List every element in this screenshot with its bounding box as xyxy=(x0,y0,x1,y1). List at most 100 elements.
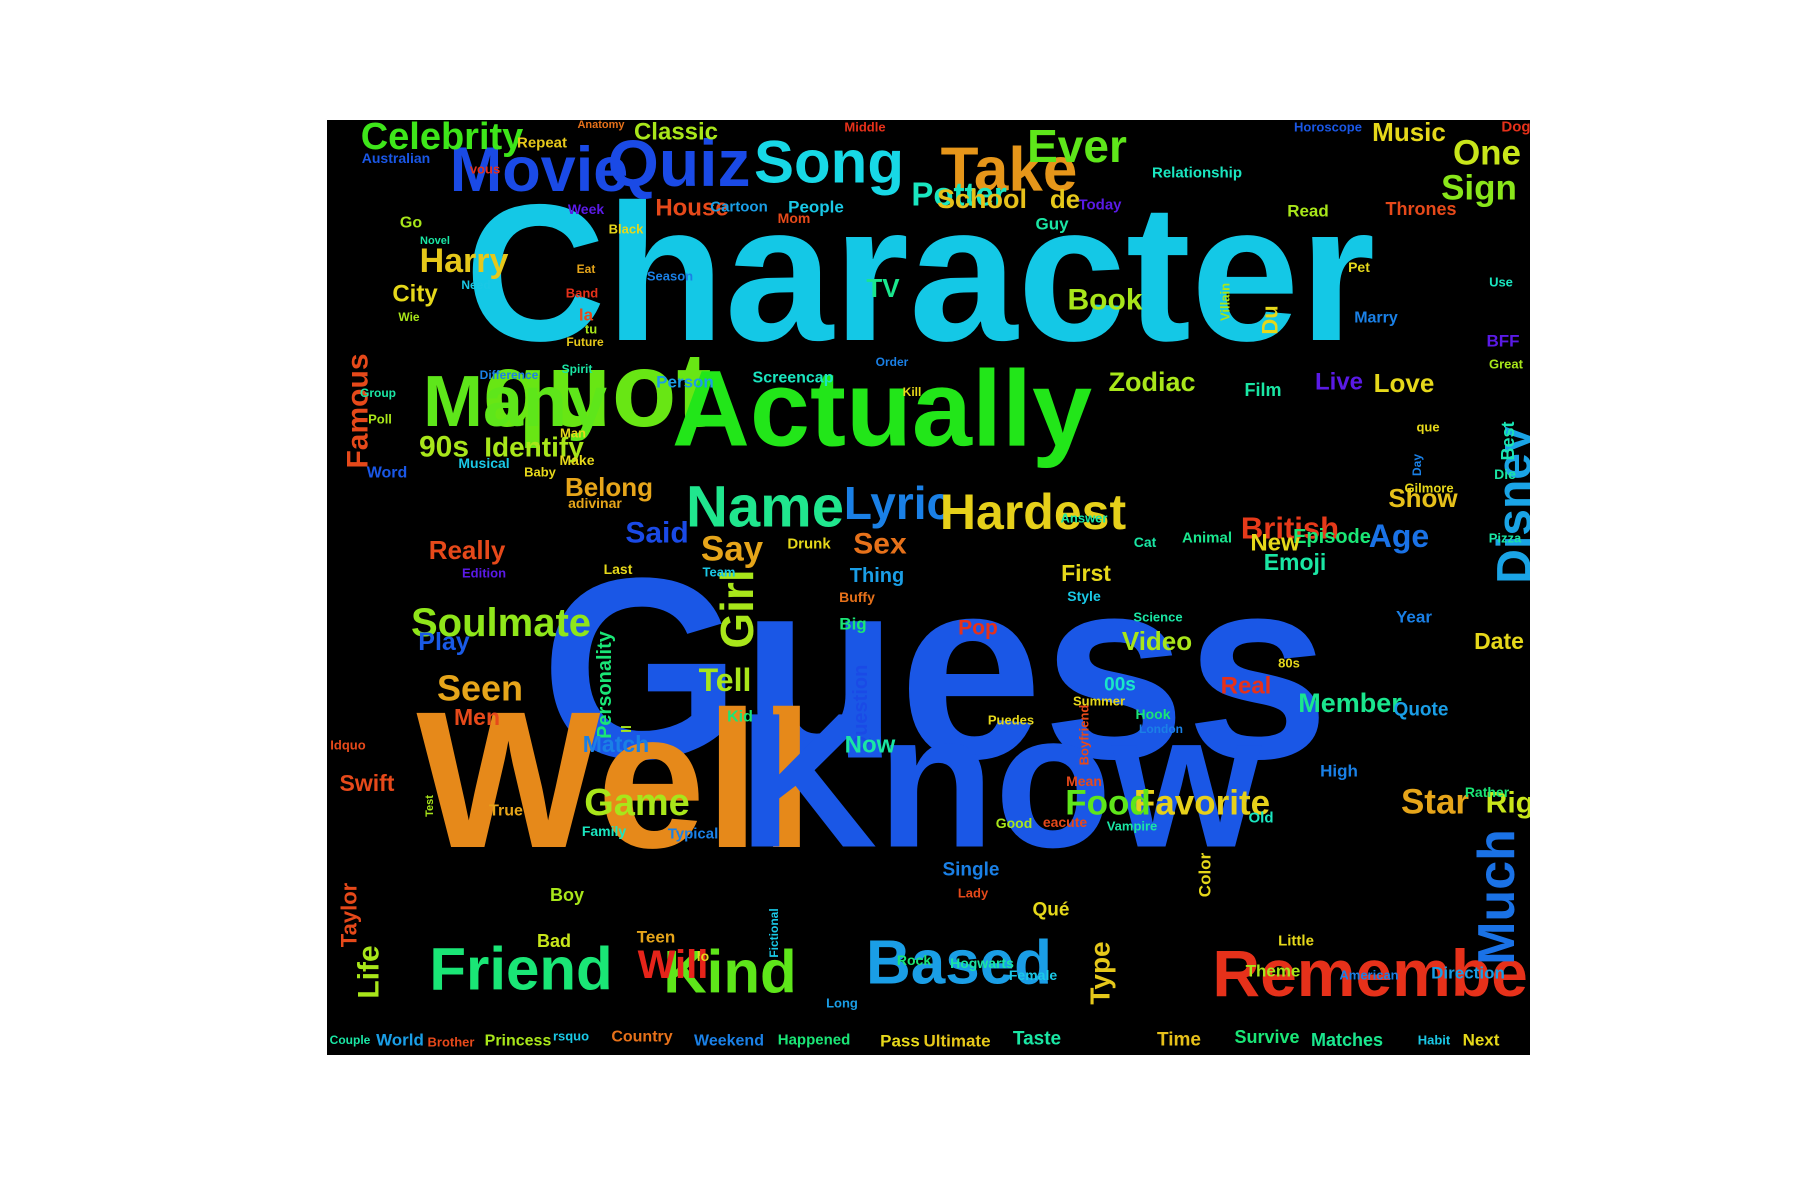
cloud-word: Kid xyxy=(727,709,753,726)
cloud-word: Test xyxy=(424,795,436,817)
cloud-word: tu xyxy=(585,322,597,337)
cloud-word: Good xyxy=(996,815,1033,831)
cloud-word: Rather xyxy=(1465,784,1510,800)
cloud-word: Show xyxy=(1388,483,1458,513)
cloud-word: Future xyxy=(566,335,604,349)
cloud-word: Person xyxy=(656,373,714,392)
cloud-word: Mom xyxy=(778,210,811,226)
cloud-word: Member xyxy=(1298,688,1402,718)
cloud-word: Pop xyxy=(958,617,998,640)
cloud-word: Big xyxy=(839,615,866,634)
cloud-word: Relationship xyxy=(1152,165,1242,182)
cloud-word: Team xyxy=(703,565,736,580)
cloud-word: Habit xyxy=(1418,1033,1451,1048)
cloud-word: Taylor xyxy=(337,882,362,947)
cloud-word: Direction xyxy=(1431,964,1505,983)
cloud-word: Difference xyxy=(480,368,539,382)
cloud-word: New xyxy=(1250,530,1300,557)
cloud-word: Make xyxy=(559,452,594,468)
cloud-word: Qué xyxy=(1033,900,1070,921)
cloud-word: Celebrity xyxy=(361,120,524,158)
cloud-word: Long xyxy=(826,996,858,1011)
cloud-word: Vampire xyxy=(1107,819,1158,834)
cloud-word: Said xyxy=(625,517,688,550)
cloud-word: Now xyxy=(845,732,896,759)
cloud-word: Spirit xyxy=(562,362,593,376)
cloud-word: Happened xyxy=(778,1032,851,1049)
cloud-word: Couple xyxy=(330,1033,371,1047)
cloud-word: Thing xyxy=(850,565,904,587)
cloud-word: Disney xyxy=(1489,426,1531,584)
cloud-word: Week xyxy=(568,201,605,217)
cloud-word: Survive xyxy=(1234,1027,1299,1047)
cloud-word: Real xyxy=(1221,673,1272,700)
cloud-word: Anatomy xyxy=(577,120,625,131)
cloud-word: Seen xyxy=(437,668,523,709)
cloud-word: Age xyxy=(1369,518,1429,554)
cloud-word: Theme xyxy=(1246,962,1301,981)
cloud-word: Live xyxy=(1315,369,1363,396)
cloud-word: Name xyxy=(686,475,844,540)
cloud-word: Potter xyxy=(911,176,1007,213)
cloud-word: Matches xyxy=(1311,1030,1383,1050)
cloud-word: adivinar xyxy=(568,495,622,511)
cloud-word: British xyxy=(1241,511,1339,546)
cloud-word: Country xyxy=(611,1029,672,1046)
cloud-word: Use xyxy=(1489,275,1513,290)
cloud-word: City xyxy=(392,281,438,308)
cloud-word: American xyxy=(1339,968,1398,983)
cloud-word: Life xyxy=(353,945,386,998)
cloud-word: Boy xyxy=(550,885,584,905)
cloud-word: Know xyxy=(739,673,1262,888)
cloud-word: Black xyxy=(609,222,644,237)
cloud-word: 00s xyxy=(1104,675,1136,696)
cloud-word: Game xyxy=(584,782,690,824)
cloud-word: Play xyxy=(418,628,470,656)
cloud-word: Ultimate xyxy=(923,1032,990,1051)
cloud-word: Poll xyxy=(368,412,392,427)
cloud-word: Female xyxy=(1009,967,1057,983)
cloud-word: Read xyxy=(1287,202,1329,221)
cloud-word: quot xyxy=(482,331,712,449)
cloud-word: Swift xyxy=(340,770,395,796)
cloud-word: Mean xyxy=(1066,773,1102,789)
cloud-word: Today xyxy=(1078,197,1122,214)
cloud-word: Dog xyxy=(1501,120,1530,136)
cloud-word: Zodiac xyxy=(1108,367,1195,397)
cloud-word: Year xyxy=(1396,608,1432,627)
cloud-word: Princess xyxy=(485,1033,552,1050)
cloud-word: Remember xyxy=(1212,936,1530,1010)
cloud-word: lo xyxy=(697,948,709,964)
cloud-word: Novel xyxy=(420,235,450,247)
cloud-word: Brother xyxy=(428,1035,475,1050)
cloud-word: Lady xyxy=(958,886,989,901)
cloud-word: Men xyxy=(454,704,500,730)
cloud-word: Well xyxy=(416,671,813,889)
cloud-word: Du xyxy=(1258,305,1283,334)
cloud-word: Actually xyxy=(672,348,1092,469)
cloud-word: Best xyxy=(1498,421,1518,460)
cloud-word: Marry xyxy=(1354,310,1398,327)
cloud-word: Fictional xyxy=(767,908,781,957)
cloud-word: World xyxy=(376,1031,424,1050)
cloud-word: Order xyxy=(876,355,909,369)
cloud-word: Bad xyxy=(537,931,571,951)
cloud-word: Need xyxy=(461,278,490,292)
cloud-word: Match xyxy=(583,731,649,757)
cloud-word: BFF xyxy=(1486,332,1519,351)
cloud-word: Time xyxy=(1157,1030,1201,1051)
cloud-word: 80s xyxy=(1278,656,1300,671)
cloud-word: Lyric xyxy=(844,477,952,529)
cloud-word: Villain xyxy=(1218,283,1233,321)
cloud-word: Character xyxy=(465,164,1375,382)
cloud-word: Date xyxy=(1474,628,1524,654)
cloud-word: Band xyxy=(566,286,599,301)
cloud-word: Song xyxy=(754,129,904,196)
cloud-word: Star xyxy=(1401,783,1469,822)
cloud-word: Die xyxy=(1494,466,1516,482)
cloud-word: Last xyxy=(604,561,633,577)
cloud-word: rsquo xyxy=(553,1029,589,1044)
cloud-word: Famous xyxy=(342,353,375,468)
cloud-word: ll xyxy=(618,725,634,733)
